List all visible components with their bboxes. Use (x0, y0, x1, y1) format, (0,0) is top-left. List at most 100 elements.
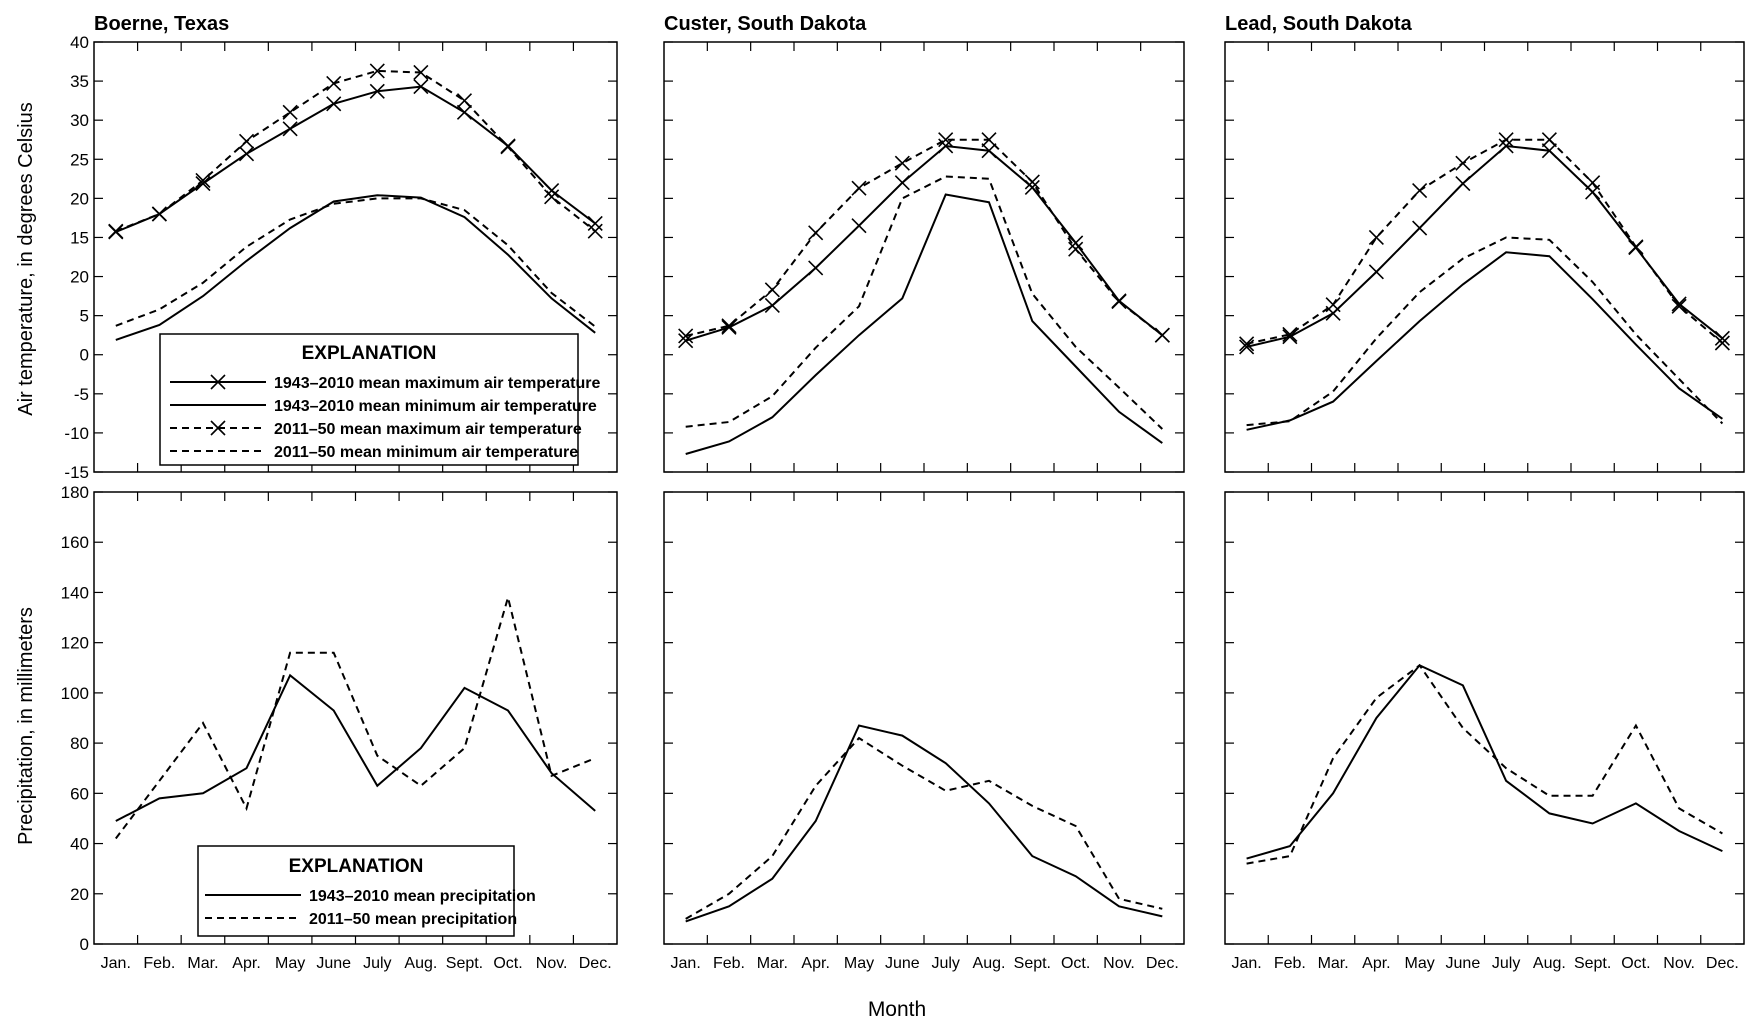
y-tick-label: 5 (80, 307, 89, 326)
series-line (685, 736, 1163, 920)
chart-panel-precipitation-1: 180 160 140 120 100 80 60 40 20 0 Jan. Feb. Mar. Apr.… (61, 483, 618, 972)
chart-panel-temperature-1: 40 35 30 25 20 15 20 5 0 -5 -10 -15 Boerne, Texas (64, 13, 618, 482)
precipitation-y-axis-label: Precipitation, in millimeters (15, 607, 37, 845)
x-marker (764, 282, 780, 298)
x-tick-label: Dec. (1706, 955, 1739, 972)
chart-panel-temperature-3: Lead, South Dakota (1224, 13, 1745, 473)
x-marker (678, 333, 694, 349)
x-marker (851, 218, 867, 234)
series-line (1246, 144, 1724, 348)
x-tick-label: Mar. (1318, 955, 1349, 972)
x-marker (1585, 175, 1601, 191)
x-marker (1671, 298, 1687, 314)
x-marker (1498, 132, 1514, 148)
x-marker (587, 223, 603, 239)
x-tick-label: Feb. (143, 955, 175, 972)
temperature-legend: EXPLANATION 1943–2010 mean maximum air t… (159, 333, 601, 466)
legend-label: 1943–2010 mean maximum air temperature (274, 375, 601, 392)
x-marker (764, 297, 780, 314)
legend-label: 2011–50 mean precipitation (309, 911, 517, 928)
legend-marker (210, 374, 226, 390)
series-dashed (1246, 663, 1723, 865)
y-tick-label: 160 (61, 533, 89, 552)
x-marker (851, 180, 867, 196)
x-tick-label: Apr. (801, 955, 829, 972)
x-marker (894, 155, 910, 171)
y-tick-label: -5 (74, 385, 89, 404)
legend-label: 2011–50 mean minimum air temperature (274, 444, 578, 461)
x-marker (678, 328, 694, 344)
x-marker (238, 133, 255, 149)
series-dashed-x (1239, 132, 1730, 352)
x-tick-label: June (1446, 955, 1481, 972)
series-solid (685, 193, 1163, 455)
x-marker (1412, 220, 1428, 236)
x-marker (1024, 179, 1040, 195)
x-tick-label: Dec. (1146, 955, 1179, 972)
y-tick-label: 35 (70, 72, 89, 91)
plot-frame (1224, 491, 1745, 945)
x-marker (1325, 297, 1341, 313)
x-tick-label: May (1405, 955, 1435, 972)
x-tick-label: Apr. (232, 955, 260, 972)
x-marker (456, 93, 473, 109)
legend-item: 2011–50 mean minimum air temperature (170, 444, 578, 461)
legend-label: 1943–2010 mean precipitation (309, 888, 536, 905)
series-dashed (115, 197, 596, 328)
x-marker (1282, 326, 1298, 342)
x-marker (1239, 336, 1255, 352)
y-tick-label: 20 (70, 268, 89, 287)
plot-frame (1224, 41, 1745, 473)
x-marker (195, 172, 211, 188)
x-tick-label: Feb. (1274, 955, 1306, 972)
x-marker (544, 182, 560, 199)
chart-panel-temperature-2: Custer, South Dakota (663, 13, 1185, 473)
x-marker (1068, 235, 1084, 251)
x-marker (500, 139, 516, 155)
panel-title: Lead, South Dakota (1225, 13, 1413, 35)
series-line (1246, 138, 1724, 345)
x-tick-label: Jan. (101, 955, 131, 972)
x-marker (721, 318, 737, 334)
y-tick-label: 120 (61, 634, 89, 653)
series-solid-x (678, 138, 1170, 349)
y-tick-label: 20 (70, 189, 89, 208)
series-dashed (685, 736, 1163, 920)
legend-item: 1943–2010 mean maximum air temperature (170, 374, 601, 392)
x-tick-label: Sept. (446, 955, 483, 972)
x-marker (1111, 293, 1127, 310)
y-tick-label: 0 (80, 935, 89, 954)
series-solid (115, 673, 596, 822)
legend-label: 1943–2010 mean minimum air temperature (274, 398, 597, 415)
x-tick-label: Oct. (493, 955, 522, 972)
series-line (115, 593, 596, 840)
x-tick-label: July (363, 955, 391, 972)
x-tick-label: Jan. (1232, 955, 1262, 972)
x-marker (808, 260, 824, 276)
x-marker (456, 104, 473, 120)
x-tick-label: Feb. (713, 955, 745, 972)
x-marker (938, 132, 954, 148)
y-tick-label: 100 (61, 684, 89, 703)
x-tick-label: Aug. (404, 955, 437, 972)
y-tick-label: 25 (70, 150, 89, 169)
series-line (685, 144, 1163, 342)
x-tick-label: July (931, 955, 959, 972)
series-line (1246, 664, 1723, 860)
legend-item: 2011–50 mean maximum air temperature (170, 420, 582, 438)
x-tick-label: July (1492, 955, 1520, 972)
precipitation-legend-rows: 1943–2010 mean precipitation 2011–50 mean… (205, 888, 536, 928)
x-axis-label: Month (868, 998, 926, 1021)
x-marker (238, 146, 255, 162)
y-tick-label: 40 (70, 835, 89, 854)
precipitation-legend-title: EXPLANATION (289, 856, 424, 877)
x-tick-label: Oct. (1061, 955, 1090, 972)
x-marker (587, 215, 603, 231)
x-marker (1541, 132, 1557, 148)
x-marker (151, 206, 167, 222)
x-marker (1154, 327, 1170, 343)
series-line (115, 673, 596, 822)
x-tick-label: Dec. (579, 955, 612, 972)
series-line (115, 85, 596, 233)
x-tick-label: Nov. (1103, 955, 1135, 972)
